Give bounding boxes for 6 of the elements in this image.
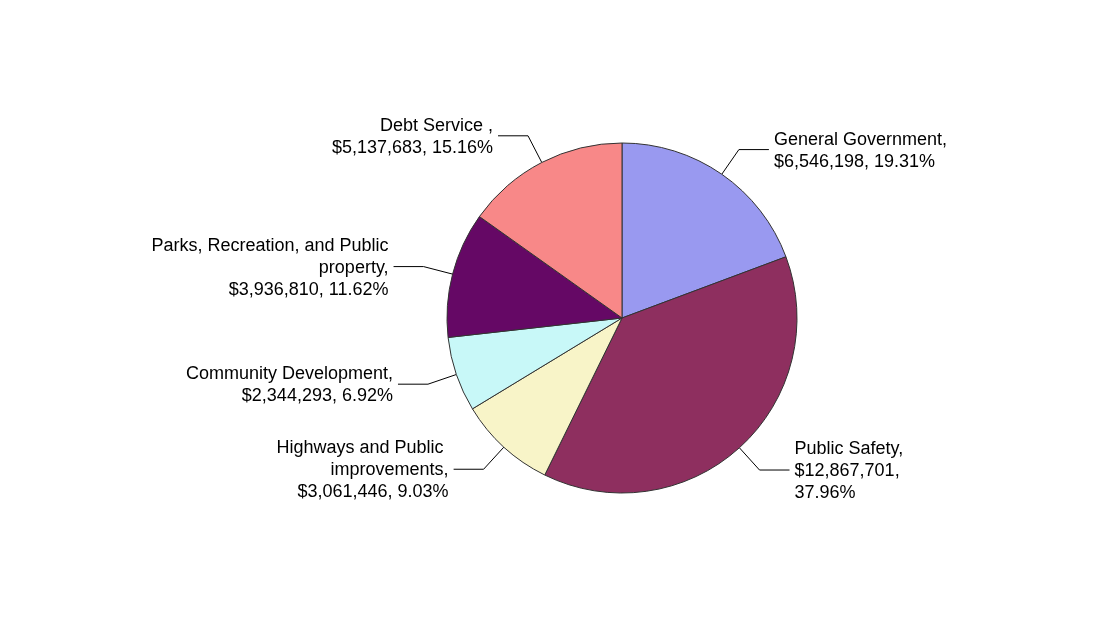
slice-label: Public Safety, $12,867,701, 37.96% (794, 438, 905, 503)
slice-label: Highways and Public improvements, $3,061,446, 9.03% (276, 437, 449, 502)
slice-label: Parks, Recreation, and Public property, $3,936,810, 11.62% (151, 234, 389, 299)
slice-label: General Government, $6,546,198, 19.31% (773, 128, 947, 171)
slice-label: Community Development, $2,344,293, 6.92% (185, 363, 393, 406)
slice-label: Debt Service , $5,137,683, 15.16% (331, 114, 494, 157)
